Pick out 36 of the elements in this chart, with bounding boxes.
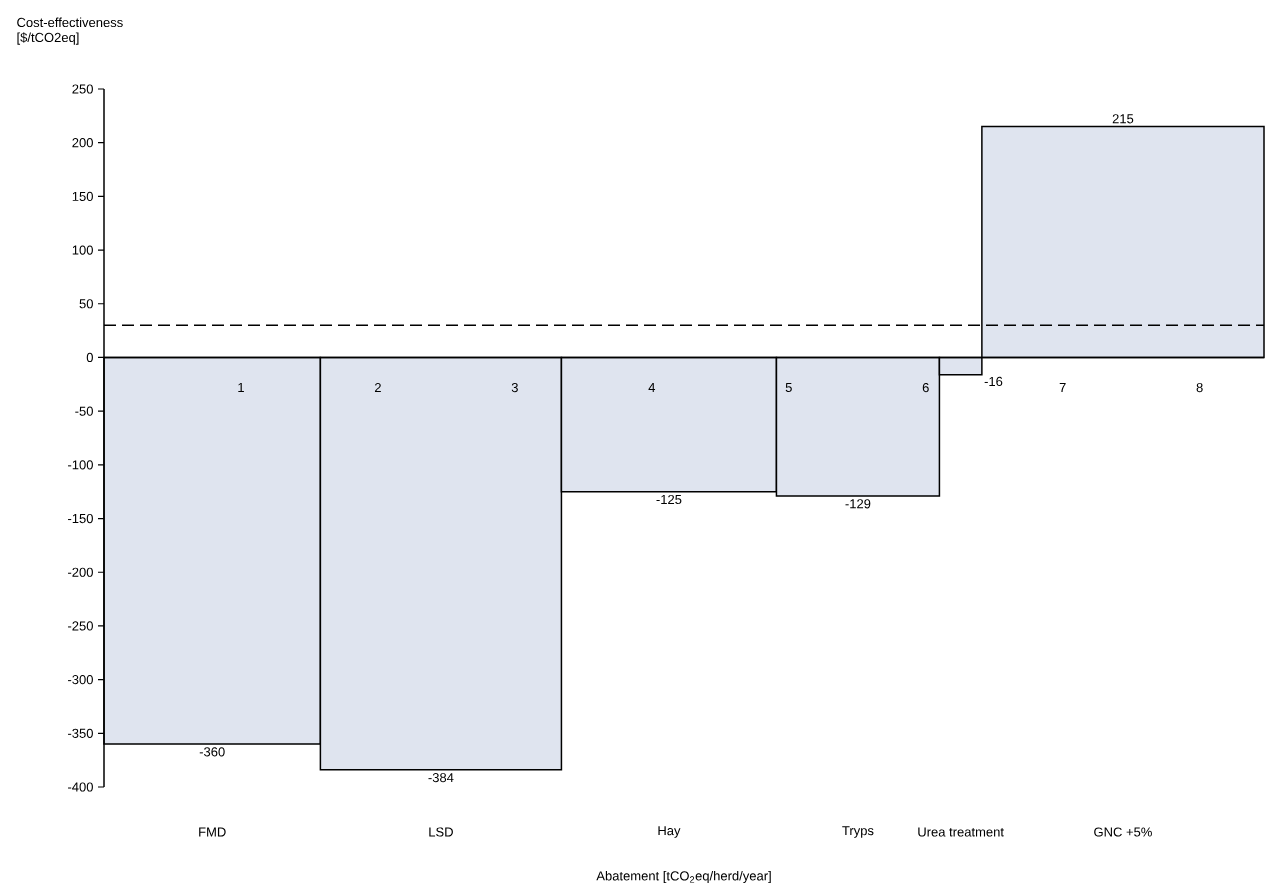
x-tick-label: 6 [922, 382, 929, 393]
x-tick-label: 1 [238, 383, 244, 392]
category-label: Tryps [842, 826, 874, 838]
category-label: LSD [429, 827, 453, 837]
x-tick-label: 7 [1059, 383, 1066, 392]
y-tick-label: -350 [68, 728, 93, 738]
text: Abatement [tCO$_{2}$eq/herd/year] [596, 870, 771, 884]
x-tick-label: 8 [1196, 382, 1203, 393]
y-tick-label: -400 [68, 782, 93, 792]
y-tick-label: 250 [72, 84, 93, 94]
y-tick-label: -50 [75, 406, 93, 416]
y-axis-title: Cost-effectiveness [$/tCO2eq] [17, 17, 123, 45]
y-tick-label: 200 [72, 138, 93, 148]
category-label: Urea treatment [918, 827, 1004, 837]
y-tick-label: 150 [72, 191, 93, 201]
x-tick-label: 2 [374, 382, 381, 393]
category-label: Hay [658, 826, 681, 838]
category-label: FMD [199, 827, 226, 837]
y-tick-label: -150 [68, 513, 93, 524]
y-tick-label: 0 [86, 352, 93, 363]
data-label: -16 [984, 376, 1003, 387]
category-label: GNC +5% [1094, 827, 1152, 837]
y-tick-label: 100 [72, 245, 93, 255]
x-tick-label: 3 [511, 382, 518, 393]
data-label: -125 [656, 494, 682, 505]
y-tick-label: -200 [68, 567, 93, 577]
x-tick-label: 4 [648, 383, 656, 392]
data-label: -360 [199, 747, 225, 757]
y-tick-label: 50 [79, 299, 93, 309]
data-label: -129 [845, 499, 871, 509]
y-tick-label: -250 [68, 621, 93, 631]
x-tick-label: 5 [785, 383, 792, 393]
y-tick-label: -100 [68, 460, 93, 470]
data-label: 215 [1112, 114, 1134, 124]
y-tick-label: -300 [68, 675, 93, 685]
data-label: -384 [428, 773, 454, 783]
